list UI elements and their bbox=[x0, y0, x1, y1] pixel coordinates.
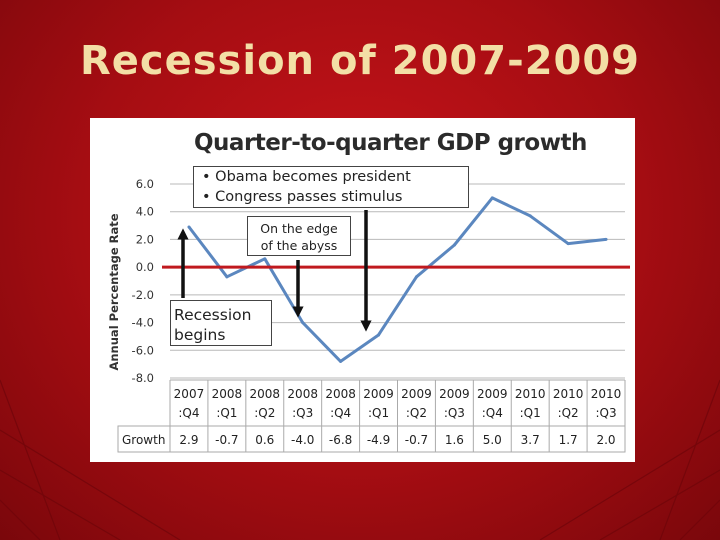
y-tick-label: -6.0 bbox=[132, 343, 154, 357]
edge-of-abyss-callout: On the edge of the abyss bbox=[247, 216, 351, 256]
slide-title: Recession of 2007-2009 bbox=[79, 38, 641, 84]
data-point bbox=[566, 242, 570, 246]
y-tick-label: 6.0 bbox=[136, 177, 154, 191]
x-tick-year: 2008 bbox=[325, 387, 356, 401]
x-tick-quarter: :Q4 bbox=[482, 406, 503, 420]
data-label: -0.7 bbox=[215, 433, 238, 447]
y-tick-label: 4.0 bbox=[136, 205, 154, 219]
growth-series-line bbox=[187, 196, 607, 363]
x-tick-quarter: :Q1 bbox=[520, 406, 541, 420]
x-tick-quarter: :Q2 bbox=[254, 406, 275, 420]
data-point bbox=[604, 237, 608, 241]
x-tick-year: 2010 bbox=[553, 387, 584, 401]
x-tick-year: 2009 bbox=[477, 387, 508, 401]
data-point bbox=[225, 275, 229, 279]
x-tick-quarter: :Q3 bbox=[292, 406, 313, 420]
data-point bbox=[301, 321, 305, 325]
x-tick-year: 2007 bbox=[174, 387, 205, 401]
y-axis-label: Annual Percentage Rate bbox=[107, 213, 121, 370]
growth-row-label: Growth bbox=[122, 433, 165, 447]
y-tick-label: -4.0 bbox=[132, 316, 154, 330]
callout-line: begins bbox=[174, 326, 226, 344]
data-label: -4.9 bbox=[367, 433, 390, 447]
data-label: 5.0 bbox=[483, 433, 502, 447]
data-point bbox=[528, 214, 532, 218]
x-tick-quarter: :Q2 bbox=[406, 406, 427, 420]
data-point bbox=[263, 257, 267, 261]
x-tick-year: 2010 bbox=[515, 387, 546, 401]
data-label: 2.0 bbox=[596, 433, 615, 447]
data-label: -0.7 bbox=[405, 433, 428, 447]
x-tick-quarter: :Q3 bbox=[595, 406, 616, 420]
x-tick-quarter: :Q4 bbox=[178, 406, 199, 420]
data-point bbox=[414, 275, 418, 279]
callout-line: of the abyss bbox=[260, 238, 338, 253]
y-tick-label: -2.0 bbox=[132, 288, 154, 302]
data-label: 2.9 bbox=[179, 433, 198, 447]
data-label: -4.0 bbox=[291, 433, 314, 447]
chart-panel: 6.0 4.0 2.0 0.0 -2.0 -4.0 -6.0 -8.0 Growth 2007:… bbox=[90, 118, 635, 462]
x-tick-quarter: :Q1 bbox=[368, 406, 389, 420]
x-tick-quarter: :Q4 bbox=[330, 406, 351, 420]
data-label: 3.7 bbox=[521, 433, 540, 447]
x-tick-year: 2010 bbox=[591, 387, 622, 401]
y-tick-label: 0.0 bbox=[136, 260, 154, 274]
recession-begins-callout: Recession begins bbox=[170, 300, 272, 346]
data-point bbox=[490, 196, 494, 200]
x-tick-year: 2009 bbox=[363, 387, 394, 401]
y-tick-label: 2.0 bbox=[136, 232, 154, 246]
data-label: -6.8 bbox=[329, 433, 352, 447]
x-tick-year: 2009 bbox=[439, 387, 470, 401]
x-tick-year: 2008 bbox=[287, 387, 318, 401]
chart-title: Quarter-to-quarter GDP growth bbox=[194, 130, 587, 156]
data-label: 0.6 bbox=[255, 433, 274, 447]
callout-line: • Obama becomes president bbox=[202, 169, 411, 185]
x-tick-quarter: :Q1 bbox=[216, 406, 237, 420]
x-tick-quarter: :Q3 bbox=[444, 406, 465, 420]
obama-stimulus-callout: • Obama becomes president • Congress pas… bbox=[193, 166, 469, 208]
x-tick-year: 2008 bbox=[250, 387, 281, 401]
x-tick-year: 2008 bbox=[212, 387, 243, 401]
callout-line: On the edge bbox=[260, 221, 338, 236]
y-tick-label: -8.0 bbox=[132, 371, 154, 385]
data-label: 1.6 bbox=[445, 433, 464, 447]
data-point bbox=[452, 243, 456, 247]
x-tick-year: 2009 bbox=[401, 387, 432, 401]
callout-line: • Congress passes stimulus bbox=[202, 189, 403, 205]
data-point bbox=[339, 359, 343, 363]
data-label: 1.7 bbox=[559, 433, 578, 447]
callout-line: Recession bbox=[174, 306, 252, 324]
x-tick-quarter: :Q2 bbox=[558, 406, 579, 420]
data-point bbox=[187, 225, 191, 229]
data-point bbox=[377, 333, 381, 337]
